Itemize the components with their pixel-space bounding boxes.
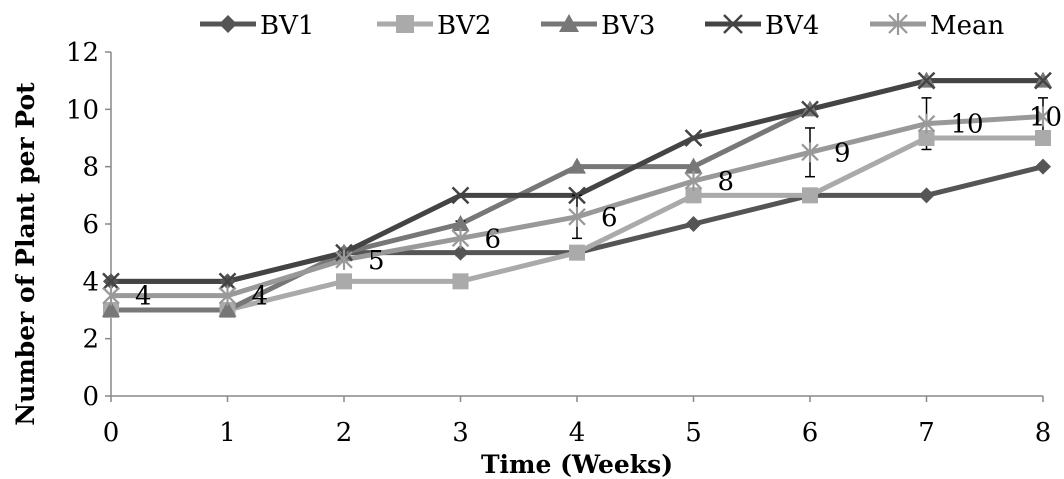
x-tick-label: 7 [918, 418, 935, 448]
data-point-bv2 [452, 273, 469, 290]
data-point-bv1 [452, 244, 469, 261]
x-tick-label: 1 [219, 418, 236, 448]
x-marker-stroke [917, 71, 936, 90]
data-point-bv3 [218, 301, 237, 317]
y-tick-label: 0 [82, 382, 99, 412]
data-point-bv3 [102, 301, 120, 317]
y-axis-title: Number of Plant per Pot [11, 82, 40, 426]
x-tick-label: 4 [569, 418, 586, 448]
x-tick-label: 5 [685, 418, 702, 448]
data-label: 4 [135, 282, 152, 312]
data-point-mean [568, 206, 586, 227]
x-tick-label: 8 [1035, 418, 1052, 448]
data-point-bv2 [918, 130, 935, 146]
data-point-bv4 [218, 272, 237, 291]
data-point-mean [684, 171, 703, 191]
y-tick-label: 2 [82, 325, 99, 355]
data-label: 9 [834, 138, 851, 168]
legend-item-mean: Mean [870, 11, 1005, 41]
data-label: 6 [601, 203, 618, 233]
markers-layer [102, 71, 1052, 318]
legend-item-bv2: BV2 [377, 11, 491, 41]
data-point-bv4 [684, 129, 703, 147]
data-point-bv1 [685, 216, 702, 232]
data-point-mean [335, 249, 353, 270]
x-marker-stroke [451, 186, 470, 205]
x-marker-stroke [218, 272, 237, 291]
data-label: 6 [485, 224, 502, 254]
data-point-bv2 [1035, 130, 1051, 146]
y-tick-label: 10 [66, 95, 99, 125]
legend-label: BV2 [437, 11, 491, 41]
x-marker-stroke [568, 186, 586, 205]
x-tick-label: 6 [802, 418, 819, 448]
data-point-bv1 [1035, 158, 1051, 175]
data-point-bv3 [451, 215, 470, 231]
legend-marker [396, 15, 414, 33]
axes-layer [105, 51, 1044, 402]
legend-label: BV3 [601, 11, 655, 41]
legend-label: BV4 [765, 11, 819, 41]
data-point-bv2 [569, 244, 585, 261]
data-point-bv4 [917, 71, 936, 90]
y-tick-label: 12 [66, 38, 99, 68]
data-point-mean [1034, 106, 1052, 127]
data-point-bv4 [1034, 71, 1052, 90]
y-tick-label: 8 [82, 153, 99, 183]
data-label: 8 [718, 167, 735, 197]
data-point-mean [801, 142, 819, 163]
data-point-bv4 [102, 272, 120, 291]
legend-item-bv4: BV4 [705, 11, 819, 41]
legend-marker [219, 15, 237, 33]
data-labels-layer: 4 4 5 6 6 8 9 10 10 [135, 103, 1062, 312]
legend-marker [723, 14, 743, 34]
legend-item-bv3: BV3 [541, 11, 655, 41]
data-label: 4 [252, 282, 269, 312]
data-label: 10 [1029, 103, 1062, 133]
legend-item-bv1: BV1 [200, 11, 314, 41]
x-tick-label: 2 [336, 418, 353, 448]
x-marker-stroke [1034, 71, 1052, 90]
data-point-mean [917, 113, 936, 134]
data-point-bv3 [684, 157, 703, 174]
legend-label: Mean [930, 11, 1005, 41]
data-point-bv4 [568, 186, 586, 205]
legend-marker [559, 14, 579, 32]
data-point-bv1 [918, 187, 935, 204]
data-label: 5 [368, 246, 385, 276]
data-point-bv2 [802, 187, 818, 204]
data-label: 10 [951, 110, 984, 140]
data-point-bv4 [801, 100, 819, 119]
x-marker-stroke [801, 100, 819, 119]
x-marker-stroke [723, 14, 743, 34]
x-axis-title: Time (Weeks) [481, 450, 673, 479]
data-point-mean [218, 285, 237, 306]
x-tick-label: 3 [452, 418, 469, 448]
data-point-bv2 [685, 187, 702, 204]
data-point-bv3 [568, 157, 586, 174]
data-point-mean [102, 285, 120, 306]
data-point-bv2 [336, 273, 352, 290]
x-tick-label: 0 [103, 418, 120, 448]
x-marker-stroke [102, 272, 120, 291]
x-marker-stroke [684, 129, 703, 147]
legend: BV1 BV2 BV3 BV4 Mean [200, 11, 1005, 41]
y-tick-label: 6 [82, 210, 99, 240]
data-point-mean [451, 228, 470, 249]
legend-marker [888, 13, 908, 35]
legend-label: BV1 [260, 11, 314, 41]
data-point-bv4 [451, 186, 470, 205]
y-tick-label: 4 [82, 267, 99, 297]
